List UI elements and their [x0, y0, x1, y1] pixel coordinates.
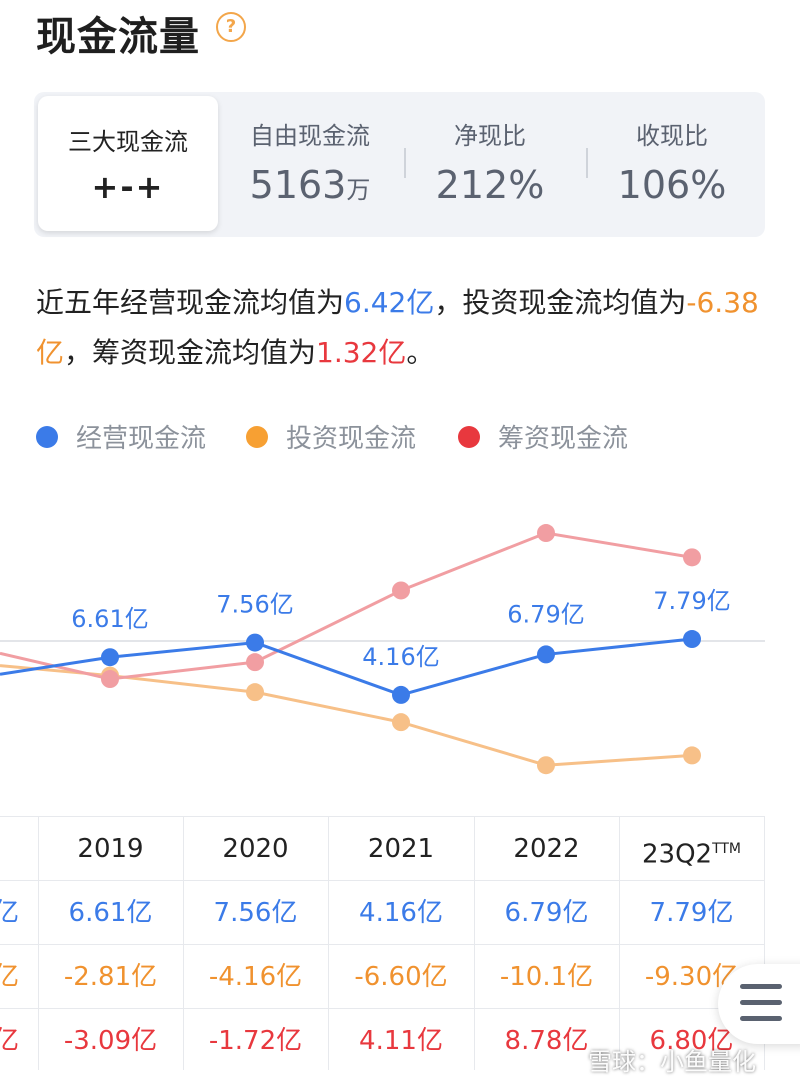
table-cell: -6.60亿: [354, 962, 448, 992]
data-label: 4.16亿: [362, 643, 439, 671]
table-divider: [183, 816, 184, 1070]
legend-dot-icon: [246, 425, 268, 448]
data-label: 7.56亿: [216, 591, 293, 619]
menu-icon: [740, 1000, 782, 1005]
table-cell: -3.09亿: [63, 1026, 158, 1056]
free-cashflow-metric[interactable]: 自由现金流 5163万: [244, 116, 376, 207]
header-2020: 2020: [222, 834, 289, 864]
legend-investing[interactable]: 投资现金流: [246, 418, 416, 455]
table-divider: [328, 816, 329, 1070]
table-cell: -1.72亿: [208, 1026, 303, 1056]
table-row: 亿 -3.09亿 -1.72亿 4.11亿 8.78亿 6.80亿: [0, 1008, 765, 1073]
divider: [404, 148, 406, 178]
net-cash-ratio-metric[interactable]: 净现比 212%: [432, 116, 548, 207]
data-label: 6.79亿: [507, 600, 584, 628]
data-point: [392, 581, 410, 600]
data-point: [392, 713, 410, 732]
data-label: 6.61亿: [71, 605, 148, 633]
table-cell: 7.79亿: [649, 898, 734, 928]
table-cell: 7.56亿: [213, 898, 298, 928]
data-point: [537, 524, 555, 543]
legend-operating[interactable]: 经营现金流: [36, 418, 206, 455]
data-point: [246, 683, 264, 702]
data-point: [537, 645, 555, 664]
data-point: [246, 653, 264, 672]
legend-label: 投资现金流: [286, 424, 417, 454]
legend-label: 筹资现金流: [498, 424, 629, 454]
header-23q2-ttm: 23Q2TTM: [641, 839, 742, 870]
data-point: [683, 630, 701, 649]
table-row: 亿 -2.81亿 -4.16亿 -6.60亿 -10.1亿 -9.30亿: [0, 944, 765, 1009]
table-cell: -10.1亿: [499, 962, 594, 992]
divider: [586, 148, 588, 178]
menu-icon: [740, 984, 782, 989]
cashflow-line-chart: 6.61亿 7.56亿 4.16亿 6.79亿 7.79亿: [0, 524, 765, 775]
cash-receipt-ratio-value: 106%: [617, 163, 727, 207]
watermark: 雪球：小鱼量化: [588, 1048, 756, 1076]
table-cell: -2.81亿: [63, 962, 158, 992]
table-row: 亿 6.61亿 7.56亿 4.16亿 6.79亿 7.79亿: [0, 880, 765, 945]
investing-average: -6.38亿: [36, 286, 759, 369]
legend-label: 经营现金流: [76, 424, 207, 454]
table-header-row: 2019 2020 2021 2022 23Q2TTM: [0, 816, 765, 881]
desc-text: 。: [406, 336, 435, 369]
legend-dot-icon: [458, 425, 480, 448]
desc-text: ，投资现金流均值为: [434, 286, 687, 319]
table-cell: 亿: [0, 898, 19, 928]
table-cell: 4.11亿: [359, 1026, 443, 1056]
three-cashflow-value: +-+: [91, 168, 165, 206]
data-point: [101, 648, 119, 667]
operating-average: 6.42亿: [344, 286, 435, 319]
header-2021: 2021: [367, 834, 435, 864]
data-point: [537, 756, 555, 775]
free-cashflow-value: 5163万: [249, 163, 371, 207]
table-cell: 亿: [0, 1026, 19, 1056]
data-point: [683, 746, 701, 765]
series-line-0: [0, 637, 693, 697]
three-cashflow-label: 三大现金流: [68, 128, 188, 156]
three-cashflow-tab[interactable]: 三大现金流 +-+: [38, 96, 218, 231]
table-divider: [764, 816, 765, 1070]
table-cell: 4.16亿: [359, 898, 443, 928]
cash-receipt-ratio-label: 收现比: [636, 122, 708, 150]
table-cell: 6.80亿: [649, 1026, 734, 1056]
summary-panel: 三大现金流 +-+ 自由现金流 5163万 净现比 212% 收现比 106%: [34, 92, 765, 237]
table-divider: [38, 816, 39, 1070]
free-cashflow-label: 自由现金流: [250, 122, 370, 150]
cash-receipt-ratio-metric[interactable]: 收现比 106%: [614, 116, 730, 207]
desc-text: ，筹资现金流均值为: [64, 336, 317, 369]
data-point: [392, 685, 410, 704]
data-point: [683, 548, 701, 567]
header-2019: 2019: [77, 834, 144, 864]
series-line-2: [0, 531, 693, 681]
menu-icon: [740, 1016, 782, 1021]
legend-financing[interactable]: 筹资现金流: [458, 418, 628, 455]
legend-dot-icon: [36, 425, 58, 448]
table-divider: [474, 816, 475, 1070]
data-point: [101, 670, 119, 689]
table-cell: 亿: [0, 962, 19, 992]
net-cash-ratio-value: 212%: [435, 163, 545, 207]
floating-menu-button[interactable]: [718, 964, 800, 1044]
financing-average: 1.32亿: [316, 336, 407, 369]
table-cell: 6.61亿: [68, 898, 153, 928]
net-cash-ratio-label: 净现比: [454, 122, 526, 150]
header-2022: 2022: [513, 834, 580, 864]
data-label: 7.79亿: [653, 587, 730, 615]
cashflow-description: 近五年经营现金流均值为6.42亿，投资现金流均值为-6.38亿，筹资现金流均值为…: [36, 278, 776, 378]
table-cell: -4.16亿: [208, 962, 303, 992]
table-cell: 8.78亿: [504, 1026, 589, 1056]
page-title: 现金流量: [36, 14, 200, 60]
desc-text: 近五年经营现金流均值为: [36, 286, 345, 319]
table-cell: 6.79亿: [504, 898, 589, 928]
table-divider: [619, 816, 620, 1070]
help-icon[interactable]: ?: [216, 12, 246, 42]
data-point: [246, 633, 264, 652]
